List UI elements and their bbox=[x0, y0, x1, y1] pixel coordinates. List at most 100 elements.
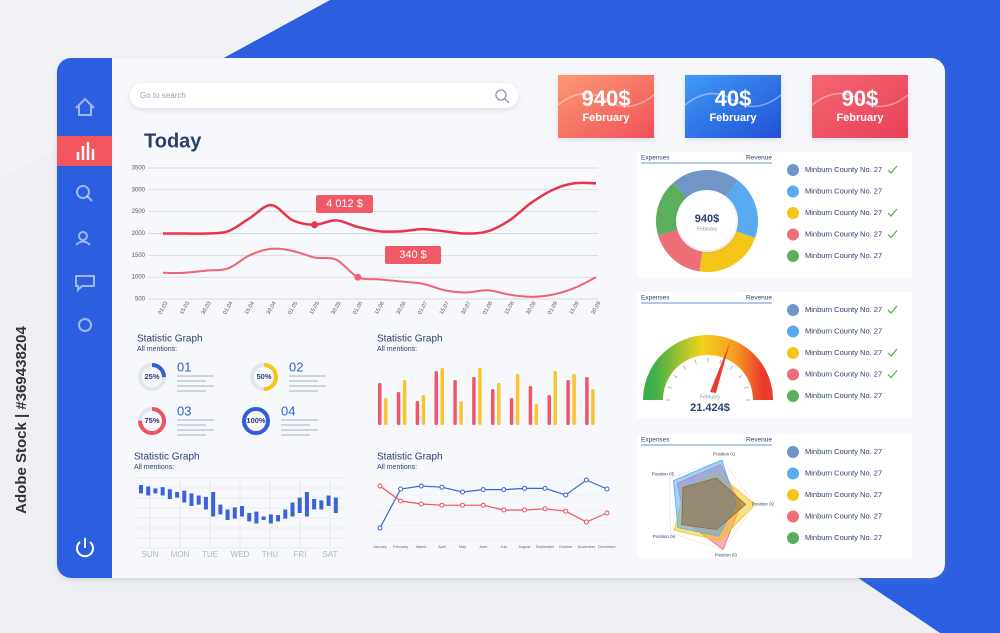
legend-label: Minburn County No. 27 bbox=[805, 468, 882, 477]
legend-swatch bbox=[787, 368, 799, 381]
legend-label: Minburn County No. 27 bbox=[805, 391, 882, 400]
bar bbox=[547, 395, 551, 425]
line-point bbox=[604, 486, 610, 492]
card-wave bbox=[684, 92, 782, 108]
callout-label: 340 $ bbox=[399, 249, 427, 261]
chat-icon[interactable] bbox=[75, 275, 95, 293]
legend-swatch bbox=[787, 532, 799, 544]
stat-card bbox=[812, 75, 908, 138]
x-tick-label: July bbox=[500, 545, 507, 549]
section-title: Statistic Graph bbox=[377, 452, 443, 463]
line-point bbox=[521, 485, 527, 491]
line-point bbox=[583, 519, 589, 525]
bar bbox=[566, 380, 570, 425]
line-point bbox=[398, 486, 404, 492]
x-tick-label: November bbox=[578, 545, 596, 549]
y-tick-label: 3500 bbox=[132, 166, 146, 172]
gauge-tick bbox=[673, 374, 678, 378]
range-bar bbox=[333, 497, 338, 513]
users-icon-body[interactable] bbox=[75, 240, 91, 246]
legend-label: Minburn County No. 27 bbox=[805, 186, 882, 195]
donut-label: 75% bbox=[144, 416, 159, 425]
panel-header-left: Expenses bbox=[641, 155, 670, 162]
search-button[interactable] bbox=[495, 89, 507, 101]
gauge-label: February bbox=[700, 394, 721, 400]
line-point bbox=[439, 502, 445, 508]
range-bar bbox=[268, 514, 273, 524]
card-wave bbox=[811, 92, 909, 108]
gauge-tick bbox=[744, 386, 749, 389]
legend-swatch bbox=[787, 510, 799, 523]
gauge-tick bbox=[667, 386, 672, 389]
search-icon[interactable] bbox=[76, 185, 90, 199]
legend-label: Minburn County No. 27 bbox=[805, 348, 882, 357]
stat-card bbox=[685, 75, 781, 138]
gauge-tick bbox=[682, 365, 686, 370]
legend-label: Minburn County No. 27 bbox=[805, 305, 882, 314]
x-tick-label: August bbox=[519, 545, 532, 549]
legend-check bbox=[887, 348, 898, 357]
section-subtitle: All mentions: bbox=[134, 464, 174, 471]
bar bbox=[478, 368, 482, 425]
line-point bbox=[418, 483, 424, 489]
bar bbox=[421, 395, 426, 425]
panel-header-left: Expenses bbox=[641, 295, 670, 302]
radar-shape bbox=[681, 477, 747, 530]
bar bbox=[415, 401, 420, 425]
power-icon[interactable] bbox=[76, 538, 94, 558]
y-tick-label: 2500 bbox=[132, 209, 146, 215]
home-icon[interactable] bbox=[75, 97, 95, 116]
card-label: February bbox=[709, 112, 757, 124]
line-point bbox=[480, 502, 486, 508]
bar bbox=[434, 371, 438, 425]
radar-label: Position 02 bbox=[752, 501, 775, 506]
users-icon[interactable] bbox=[78, 231, 88, 241]
range-bar bbox=[153, 488, 158, 494]
range-bar bbox=[290, 502, 295, 517]
y-tick-label: 2000 bbox=[132, 231, 146, 237]
bar bbox=[553, 371, 557, 425]
bar bbox=[585, 377, 589, 425]
range-bar bbox=[232, 507, 237, 519]
line-point bbox=[583, 477, 589, 483]
range-bar bbox=[182, 490, 187, 503]
card-value: 90$ bbox=[842, 86, 879, 111]
legend-swatch bbox=[787, 390, 799, 402]
range-bar bbox=[326, 495, 331, 506]
search-box[interactable] bbox=[130, 83, 518, 108]
power-arc[interactable] bbox=[76, 541, 94, 558]
legend-swatch bbox=[787, 164, 799, 176]
radar-label: Position 04 bbox=[653, 534, 676, 539]
bar bbox=[497, 383, 501, 425]
range-bar bbox=[283, 509, 288, 519]
bar bbox=[472, 377, 476, 425]
x-tick-label: FRI bbox=[294, 550, 307, 559]
bar bbox=[402, 380, 407, 425]
bar bbox=[453, 380, 457, 425]
range-bar bbox=[254, 511, 259, 524]
callout-label: 4 012 $ bbox=[326, 198, 363, 210]
panel-header-right: Revenue bbox=[746, 155, 772, 162]
legend-swatch bbox=[787, 489, 799, 501]
legend-label: Minburn County No. 27 bbox=[805, 511, 882, 520]
donut-segment bbox=[658, 229, 703, 272]
search-placeholder: Go to search bbox=[140, 91, 186, 100]
radar-label: Position 05 bbox=[652, 472, 675, 477]
line-point bbox=[460, 489, 466, 495]
gauge-tick bbox=[719, 359, 722, 364]
legend-label: Minburn County No. 27 bbox=[805, 251, 882, 260]
donut-center-value: 940$ bbox=[695, 213, 719, 225]
range-bar bbox=[312, 499, 317, 510]
donut-progress bbox=[138, 407, 166, 435]
donut-center bbox=[678, 192, 736, 250]
donut-segment bbox=[699, 230, 756, 272]
search-icon-handle[interactable] bbox=[86, 195, 93, 202]
bar bbox=[515, 374, 520, 425]
x-tick-label: January bbox=[373, 545, 387, 549]
range-bar bbox=[297, 497, 302, 513]
settings-icon[interactable] bbox=[78, 318, 92, 332]
range-bar bbox=[261, 516, 266, 520]
active-nav[interactable] bbox=[57, 136, 112, 166]
